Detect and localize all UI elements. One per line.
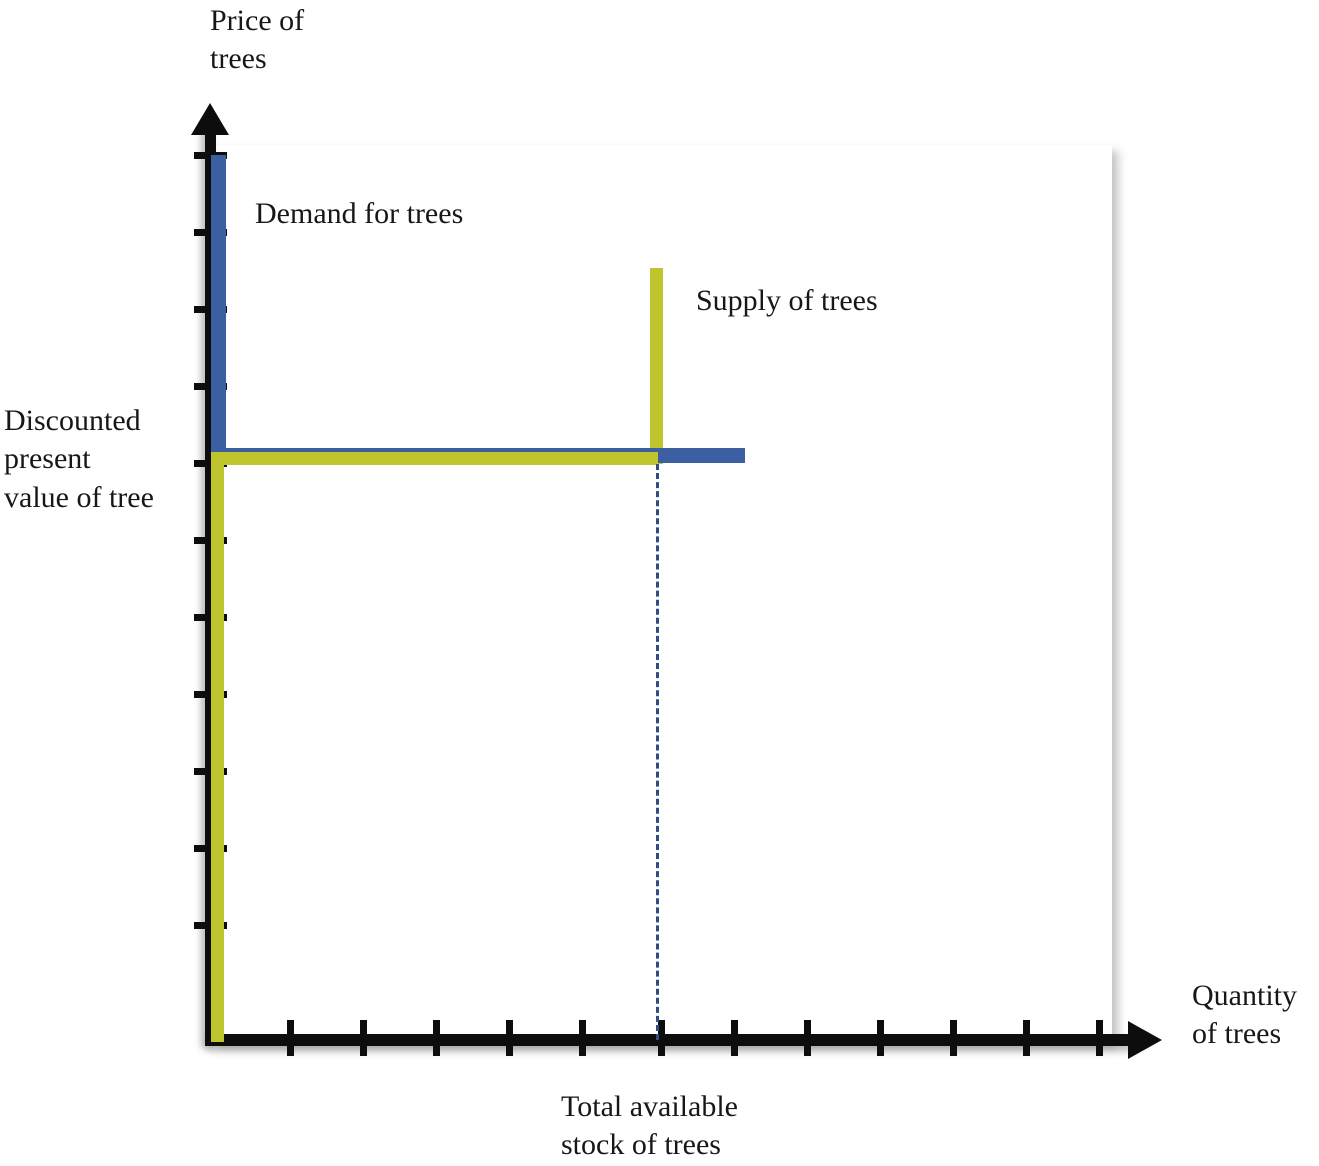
- y-axis-tick-9: [194, 845, 227, 852]
- x-axis-tick-2: [433, 1020, 440, 1056]
- x-axis-tick-0: [287, 1020, 294, 1056]
- y-axis-tick-5: [194, 537, 227, 544]
- y-axis-tick-2: [194, 306, 227, 313]
- x-axis-tick-9: [950, 1020, 957, 1056]
- y-axis-line: [205, 128, 216, 1046]
- y-axis-tick-1: [194, 229, 227, 236]
- x-axis-title: Quantity of trees: [1192, 979, 1297, 1051]
- y-axis-tick-3: [194, 383, 227, 390]
- y-axis-value-label: Discounted present value of tree: [4, 404, 154, 514]
- x-axis-tick-4: [579, 1020, 586, 1056]
- x-axis-line: [205, 1034, 1135, 1046]
- x-axis-tick-11: [1096, 1020, 1103, 1056]
- demand-curve-vertical: [211, 155, 226, 460]
- y-axis-tick-8: [194, 768, 227, 775]
- supply-curve-label: Supply of trees: [696, 284, 878, 317]
- supply-curve-vertical: [650, 268, 663, 464]
- x-axis-tick-10: [1023, 1020, 1030, 1056]
- y-axis-tick-10: [194, 922, 227, 929]
- demand-curve-label: Demand for trees: [255, 197, 464, 230]
- y-axis-tick-6: [194, 614, 227, 621]
- y-axis-tick-0: [194, 152, 227, 159]
- x-axis-tick-8: [877, 1020, 884, 1056]
- x-axis-tick-5: [658, 1020, 665, 1056]
- total-stock-label: Total available stock of trees: [561, 1090, 738, 1162]
- y-axis-tick-7: [194, 691, 227, 698]
- y-axis-tick-4: [194, 460, 227, 467]
- x-axis-tick-7: [804, 1020, 811, 1056]
- equilibrium-dashed-line: [656, 464, 659, 1040]
- y-axis-title: Price of trees: [210, 4, 305, 76]
- x-axis-tick-3: [506, 1020, 513, 1056]
- supply-curve-vertical-drop: [211, 452, 224, 1042]
- x-axis-tick-6: [731, 1020, 738, 1056]
- y-axis-arrow-icon: [191, 103, 229, 135]
- x-axis-tick-1: [360, 1020, 367, 1056]
- x-axis-arrow-icon: [1128, 1021, 1162, 1059]
- supply-curve-horizontal: [211, 452, 658, 465]
